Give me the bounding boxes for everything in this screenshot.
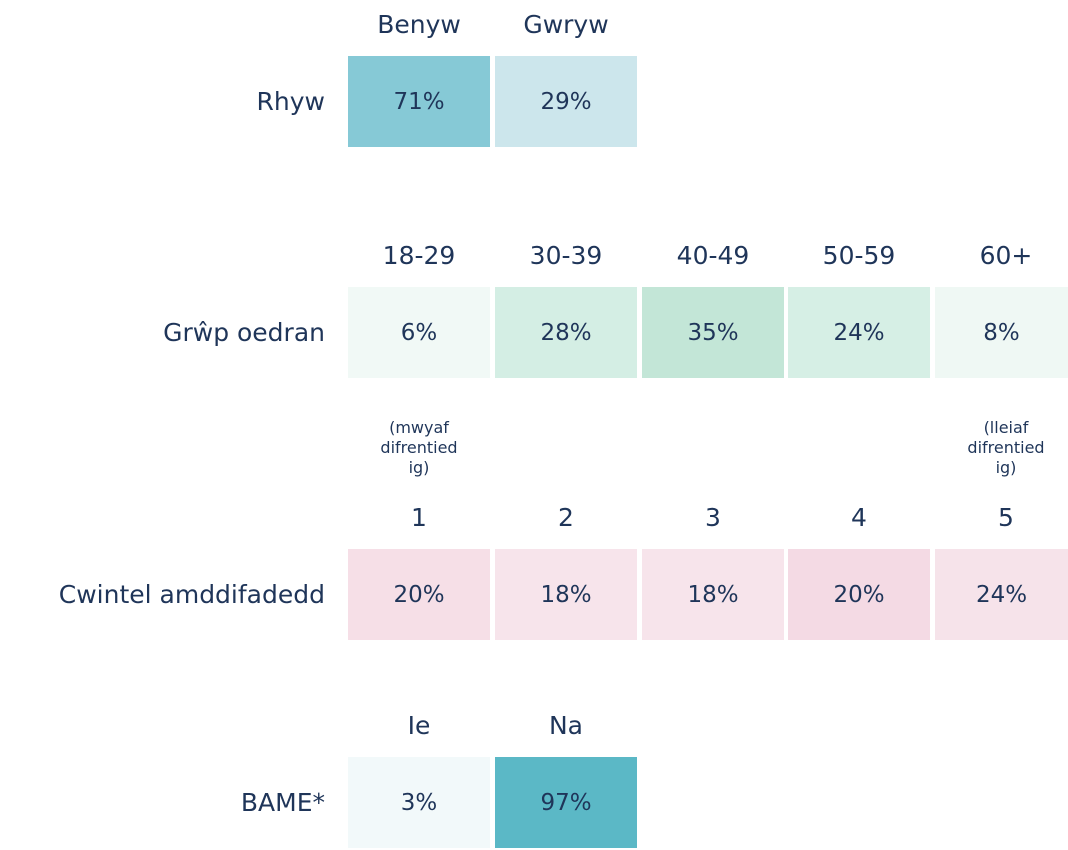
value-cell: 20% bbox=[788, 549, 930, 640]
row-label: Cwintel amddifadedd bbox=[58, 580, 325, 609]
column-note: ig) bbox=[408, 458, 430, 477]
column-note: (mwyaf bbox=[389, 418, 449, 437]
value-cell: 3% bbox=[348, 757, 490, 848]
column-note: (lleiaf bbox=[983, 418, 1029, 437]
column-header: Gwryw bbox=[523, 10, 609, 39]
column-header: 18-29 bbox=[382, 241, 456, 270]
column-header: 50-59 bbox=[822, 241, 896, 270]
column-header: 4 bbox=[851, 503, 867, 532]
value-cell: 8% bbox=[935, 287, 1068, 378]
column-header: Na bbox=[548, 711, 584, 740]
value-cell: 97% bbox=[495, 757, 637, 848]
row-label: Rhyw bbox=[256, 87, 325, 116]
row-label: BAME* bbox=[240, 788, 325, 817]
column-header: 30-39 bbox=[529, 241, 603, 270]
value-cell: 24% bbox=[788, 287, 930, 378]
column-header: Ie bbox=[407, 711, 431, 740]
value-cell: 28% bbox=[495, 287, 637, 378]
column-note: difrentied bbox=[967, 438, 1045, 457]
value-cell: 6% bbox=[348, 287, 490, 378]
value-cell: 18% bbox=[495, 549, 637, 640]
value-cell: 20% bbox=[348, 549, 490, 640]
column-header: 40-49 bbox=[676, 241, 750, 270]
value-cell: 71% bbox=[348, 56, 490, 147]
column-header: 3 bbox=[705, 503, 721, 532]
value-cell: 29% bbox=[495, 56, 637, 147]
value-cell: 35% bbox=[642, 287, 784, 378]
column-header: 1 bbox=[411, 503, 427, 532]
value-cell: 18% bbox=[642, 549, 784, 640]
value-cell: 24% bbox=[935, 549, 1068, 640]
column-header: 2 bbox=[558, 503, 574, 532]
row-label: Grŵp oedran bbox=[163, 318, 325, 347]
column-header: 5 bbox=[998, 503, 1014, 532]
column-header: Benyw bbox=[377, 10, 461, 39]
column-note: ig) bbox=[995, 458, 1017, 477]
column-note: difrentied bbox=[380, 438, 458, 457]
column-header: 60+ bbox=[979, 241, 1033, 270]
